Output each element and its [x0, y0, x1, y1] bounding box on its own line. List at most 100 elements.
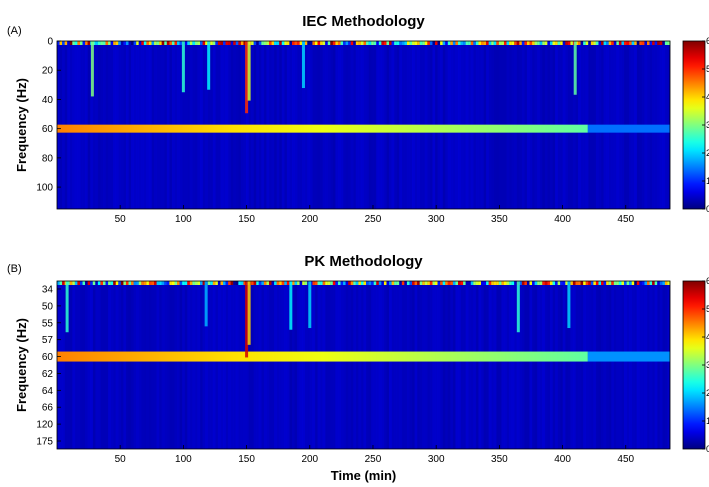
heatmap-cell — [105, 281, 109, 449]
heatmap-cell — [603, 41, 607, 45]
heatmap-cell — [64, 41, 68, 45]
heatmap-cell — [501, 41, 505, 45]
heatmap-cell — [580, 281, 584, 285]
heatmap-cell — [378, 41, 382, 45]
heatmap-cell — [368, 281, 372, 285]
heatmap-cell — [532, 41, 535, 45]
heatmap-cell — [243, 281, 247, 285]
heatmap-cell — [77, 281, 81, 449]
heatmap-cell — [654, 281, 658, 449]
heatmap-cell — [217, 281, 221, 449]
heatmap-cell — [233, 281, 237, 285]
heatmap-cell — [118, 41, 122, 45]
heatmap-cell — [177, 281, 180, 449]
colorbar-tick-label: 40 — [706, 92, 709, 102]
heatmap-cell — [391, 281, 395, 285]
heatmap-cell — [585, 281, 589, 285]
heatmap-cell — [358, 281, 362, 285]
heatmap-cell — [348, 41, 352, 45]
heatmap-cell — [108, 281, 111, 285]
heatmap-cell — [519, 281, 523, 449]
heatmap-cell — [480, 41, 484, 45]
y-tick-label: 34 — [42, 285, 54, 296]
heatmap-cell — [396, 281, 400, 449]
heatmap-cell — [570, 281, 574, 449]
colorbar-tick-label: 40 — [706, 332, 709, 342]
heatmap-cell — [268, 281, 272, 285]
heatmap-cell — [128, 281, 132, 449]
heatmap-cell — [498, 281, 502, 285]
heatmap-cell — [69, 281, 73, 285]
heatmap-cell — [159, 281, 163, 449]
x-tick-label: 100 — [175, 454, 192, 465]
heatmap-cell — [332, 281, 336, 285]
heatmap-cell — [123, 281, 127, 285]
heatmap-cell — [337, 41, 341, 45]
heatmap-cell — [401, 281, 405, 449]
heatmap-cell — [483, 281, 487, 285]
heatmap-cell — [85, 281, 88, 449]
heatmap-cell — [493, 281, 497, 285]
heatmap-cell — [562, 41, 566, 45]
heatmap-cell — [95, 281, 99, 449]
heatmap-cell — [256, 281, 260, 449]
heatmap-cell — [401, 281, 405, 285]
heatmap-cell — [394, 41, 398, 45]
heatmap-cell — [406, 41, 410, 45]
heatmap-cell — [225, 281, 229, 449]
x-tick-label: 450 — [617, 454, 634, 465]
heatmap-cell — [371, 41, 375, 45]
heatmap-cell — [478, 41, 482, 45]
heatmap-cell — [613, 41, 617, 45]
heatmap-cell — [570, 41, 574, 45]
heatmap-cell — [486, 281, 489, 449]
transient-event — [567, 281, 571, 329]
heatmap-cell — [424, 281, 428, 285]
heatmap-cell — [62, 41, 65, 45]
heatmap-cell — [141, 41, 145, 45]
heatmap-cell — [378, 281, 382, 285]
colorbar-tick-label: 50 — [706, 304, 709, 314]
heatmap-cell — [608, 281, 612, 449]
x-axis-label: Time (min) — [331, 468, 397, 483]
heatmap-cell — [74, 281, 78, 449]
heatmap-cell — [307, 281, 311, 449]
heatmap-cell — [133, 281, 137, 449]
heatmap-cell — [279, 281, 283, 285]
heatmap-cell — [363, 41, 367, 45]
heatmap-cell — [174, 281, 178, 285]
heatmap-cell — [570, 281, 574, 285]
heatmap-cell — [396, 41, 400, 45]
heatmap-cell — [166, 41, 170, 45]
heatmap-cell — [243, 41, 247, 45]
heatmap-cell — [220, 41, 224, 45]
heatmap-cell — [74, 281, 78, 285]
heatmap-cell — [422, 281, 426, 285]
heatmap-cell — [624, 281, 627, 285]
heatmap-cell — [544, 281, 548, 285]
heatmap-cell — [601, 281, 604, 285]
heatmap-cell — [511, 41, 515, 45]
heatmap-cell — [542, 281, 546, 285]
colorbar — [682, 40, 706, 210]
heatmap-cell — [87, 281, 91, 449]
heatmap-cell — [123, 281, 127, 449]
heatmap-cell — [509, 41, 512, 45]
heatmap-cell — [360, 281, 364, 449]
heatmap-cell — [314, 281, 318, 449]
heatmap-cell — [182, 281, 186, 449]
heatmap-cell — [636, 281, 640, 449]
heatmap-cell — [335, 281, 339, 285]
heatmap-cell — [263, 281, 267, 449]
heatmap-cell — [64, 281, 68, 449]
heatmap-cell — [95, 281, 99, 285]
heatmap-cell — [595, 281, 599, 449]
heatmap-cell — [639, 41, 643, 45]
heatmap-cell — [171, 41, 175, 45]
heatmap-cell — [210, 281, 214, 285]
heatmap-cell — [299, 41, 303, 45]
heatmap-cell — [325, 41, 329, 45]
heatmap-cell — [442, 281, 446, 449]
heatmap-cell — [560, 281, 564, 449]
heatmap-cell — [286, 41, 290, 45]
